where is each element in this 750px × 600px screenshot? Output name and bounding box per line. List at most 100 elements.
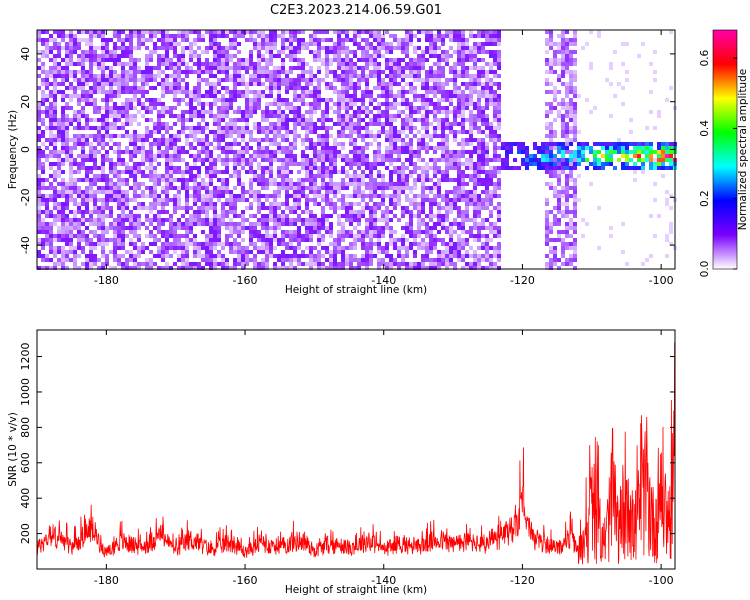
heatmap-cell xyxy=(273,214,277,218)
heatmap-cell xyxy=(565,70,569,74)
heatmap-cell xyxy=(361,170,365,174)
heatmap-cell xyxy=(525,158,529,162)
heatmap-cell xyxy=(65,154,69,158)
heatmap-cell xyxy=(145,58,149,62)
heatmap-cell xyxy=(109,94,113,98)
heatmap-cell xyxy=(229,106,233,110)
heatmap-cell xyxy=(173,138,177,142)
heatmap-cell xyxy=(461,50,465,54)
heatmap-cell xyxy=(405,46,409,50)
heatmap-cell xyxy=(301,166,305,170)
heatmap-cell xyxy=(369,214,373,218)
heatmap-cell xyxy=(581,218,585,222)
heatmap-cell xyxy=(437,134,441,138)
heatmap-cell xyxy=(377,86,381,90)
heatmap-cell xyxy=(241,154,245,158)
heatmap-cell xyxy=(485,62,489,66)
heatmap-cell xyxy=(77,202,81,206)
heatmap-cell xyxy=(453,66,457,70)
heatmap-cell xyxy=(149,106,153,110)
heatmap-cell xyxy=(69,170,73,174)
heatmap-cell xyxy=(629,118,633,122)
heatmap-cell xyxy=(53,222,57,226)
heatmap-cell xyxy=(233,118,237,122)
heatmap-cell xyxy=(209,74,213,78)
heatmap-cell xyxy=(173,226,177,230)
heatmap-cell xyxy=(401,70,405,74)
heatmap-cell xyxy=(109,134,113,138)
heatmap-cell xyxy=(301,122,305,126)
heatmap-cell xyxy=(117,54,121,58)
heatmap-cell xyxy=(449,234,453,238)
heatmap-cell xyxy=(245,90,249,94)
heatmap-cell xyxy=(549,146,553,150)
heatmap-cell xyxy=(321,98,325,102)
heatmap-cell xyxy=(153,202,157,206)
heatmap-cell xyxy=(53,62,57,66)
heatmap-cell xyxy=(289,30,293,34)
heatmap-cell xyxy=(125,86,129,90)
heatmap-cell xyxy=(237,150,241,154)
heatmap-cell xyxy=(177,102,181,106)
heatmap-cell xyxy=(389,162,393,166)
heatmap-cell xyxy=(169,154,173,158)
heatmap-cell xyxy=(405,206,409,210)
heatmap-cell xyxy=(37,146,41,150)
heatmap-cell xyxy=(169,158,173,162)
heatmap-cell xyxy=(489,194,493,198)
heatmap-cell xyxy=(77,30,81,34)
heatmap-cell xyxy=(441,142,445,146)
heatmap-cell xyxy=(561,166,565,170)
heatmap-cell xyxy=(225,70,229,74)
heatmap-cell xyxy=(229,118,233,122)
heatmap-cell xyxy=(313,194,317,198)
heatmap-cell xyxy=(137,46,141,50)
heatmap-cell xyxy=(193,90,197,94)
heatmap-cell xyxy=(441,34,445,38)
heatmap-cell xyxy=(201,114,205,118)
heatmap-cell xyxy=(245,170,249,174)
heatmap-cell xyxy=(205,150,209,154)
heatmap-cell xyxy=(433,62,437,66)
heatmap-cell xyxy=(257,146,261,150)
heatmap-cell xyxy=(497,110,501,114)
heatmap-cell xyxy=(85,98,89,102)
heatmap-cell xyxy=(241,210,245,214)
heatmap-cell xyxy=(197,222,201,226)
heatmap-cell xyxy=(169,106,173,110)
heatmap-cell xyxy=(457,238,461,242)
heatmap-cell xyxy=(57,54,61,58)
heatmap-cell xyxy=(233,170,237,174)
heatmap-cell xyxy=(77,62,81,66)
heatmap-cell xyxy=(201,210,205,214)
heatmap-cell xyxy=(169,74,173,78)
heatmap-cell xyxy=(209,102,213,106)
heatmap-cell xyxy=(237,222,241,226)
heatmap-cell xyxy=(341,122,345,126)
heatmap-cell xyxy=(157,214,161,218)
heatmap-cell xyxy=(405,238,409,242)
heatmap-cell xyxy=(269,202,273,206)
heatmap-cell xyxy=(121,126,125,130)
heatmap-cell xyxy=(597,166,601,170)
heatmap-cell xyxy=(325,186,329,190)
heatmap-cell xyxy=(405,146,409,150)
heatmap-cell xyxy=(37,162,41,166)
heatmap-cell xyxy=(397,70,401,74)
heatmap-cell xyxy=(245,226,249,230)
heatmap-cell xyxy=(341,70,345,74)
heatmap-cell xyxy=(93,182,97,186)
heatmap-cell xyxy=(301,158,305,162)
heatmap-cell xyxy=(73,234,77,238)
heatmap-cell xyxy=(353,190,357,194)
heatmap-cell xyxy=(553,174,557,178)
heatmap-cell xyxy=(649,214,653,218)
heatmap-cell xyxy=(125,226,129,230)
heatmap-cell xyxy=(93,178,97,182)
heatmap-cell xyxy=(41,98,45,102)
heatmap-cell xyxy=(57,46,61,50)
heatmap-cell xyxy=(189,146,193,150)
heatmap-cell xyxy=(657,166,661,170)
heatmap-cell xyxy=(193,70,197,74)
heatmap-cell xyxy=(257,82,261,86)
